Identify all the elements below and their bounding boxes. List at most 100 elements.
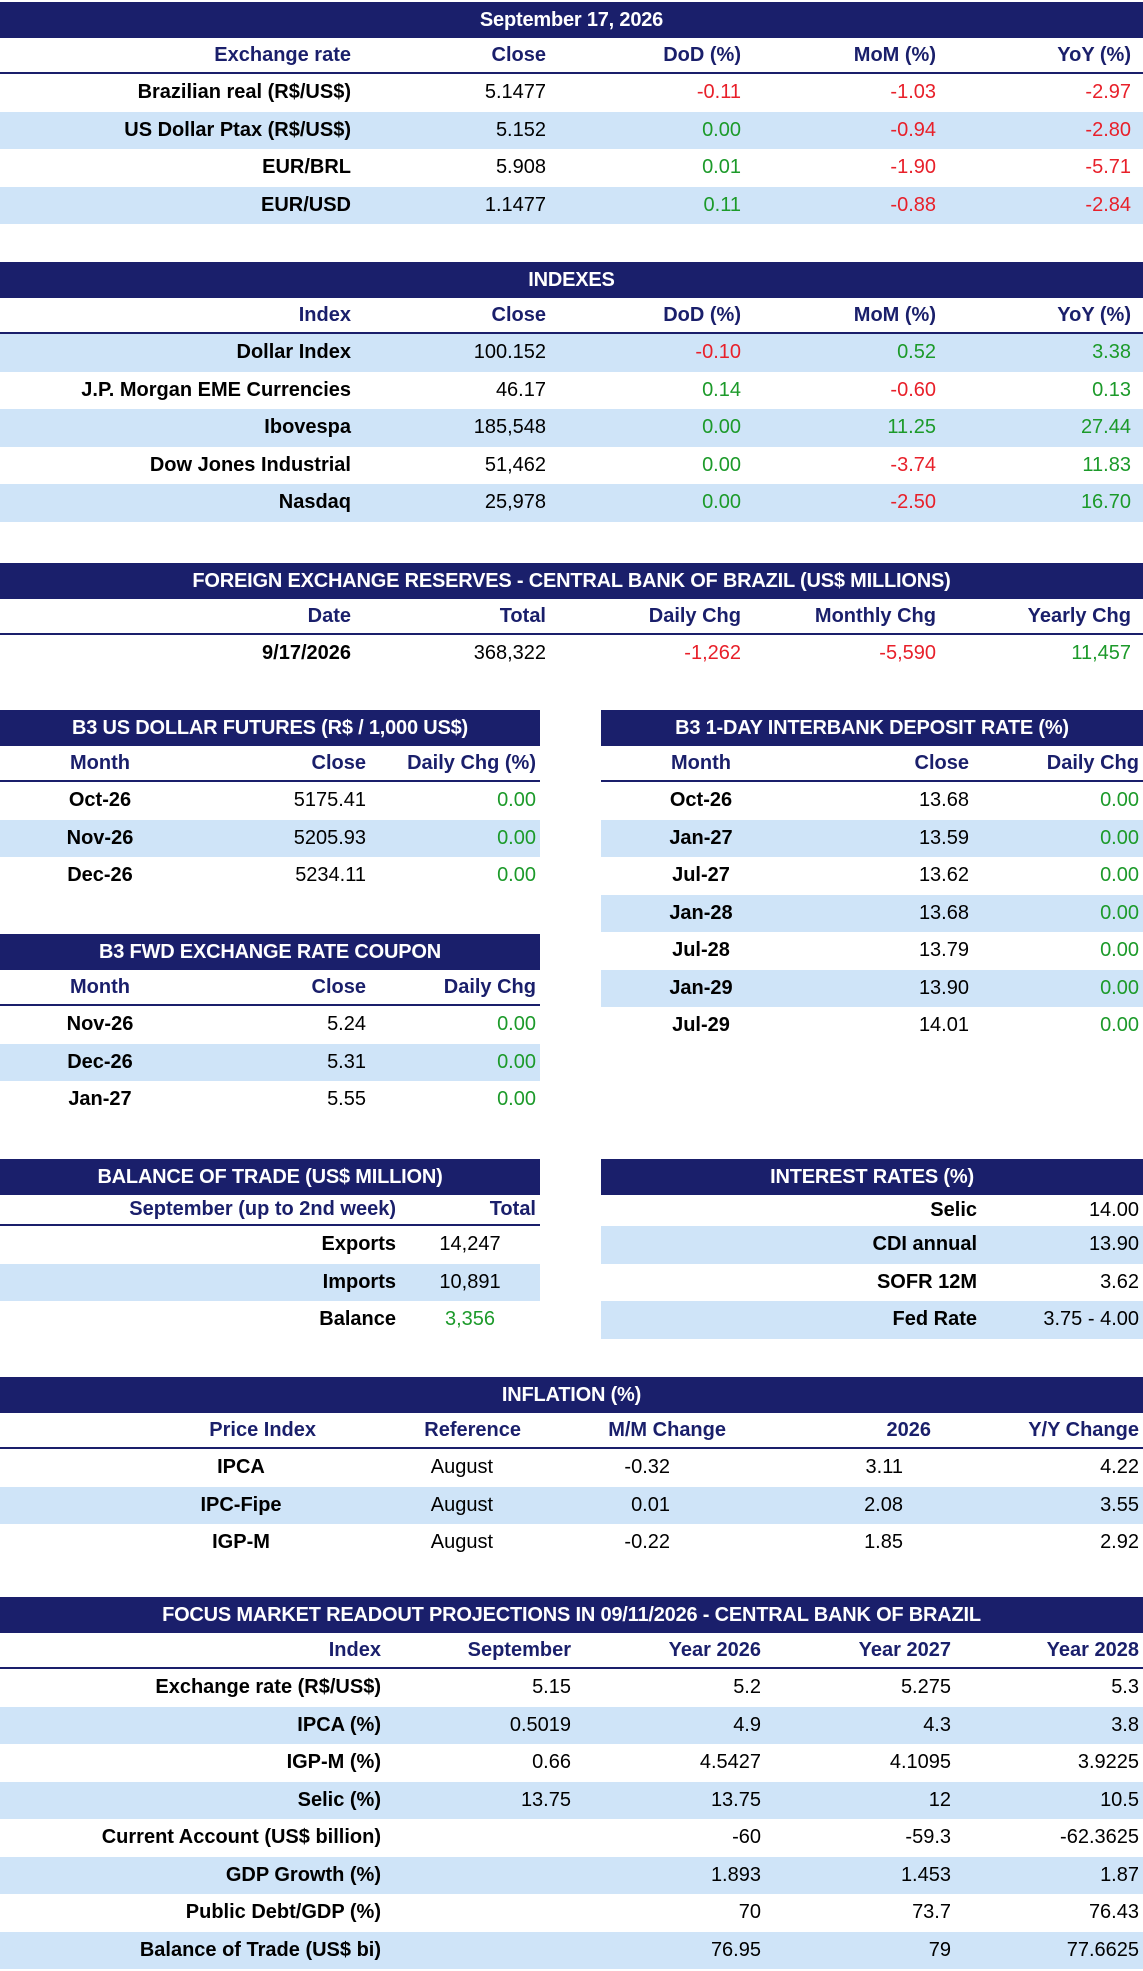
month-label: Oct-26 xyxy=(68,789,132,812)
col-total: Total xyxy=(499,604,546,627)
year-value: 3.11 xyxy=(865,1456,903,1479)
reserves-title: FOREIGN EXCHANGE RESERVES - CENTRAL BANK… xyxy=(0,563,1143,599)
total-value: 3,356 xyxy=(444,1308,496,1331)
col-close: Close xyxy=(311,975,366,998)
dod-value: -0.10 xyxy=(695,341,741,364)
row-label: Ibovespa xyxy=(264,416,351,439)
month-label: Jan-28 xyxy=(669,901,733,924)
col-yearly-chg: Yearly Chg xyxy=(1027,604,1131,627)
table-row: IPC-Fipe August 0.01 2.08 3.55 xyxy=(0,1486,1143,1524)
table-row: Selic (%) 13.75 13.75 12 10.5 xyxy=(0,1781,1143,1819)
col-date: Date xyxy=(307,604,351,627)
interbank-col-headers: Month Close Daily Chg xyxy=(601,746,1143,782)
year-2028-value: 1.87 xyxy=(1100,1863,1139,1886)
col-daily-chg: Daily Chg (%) xyxy=(407,751,536,774)
dod-value: 0.00 xyxy=(702,416,741,439)
mom-value: -0.88 xyxy=(890,193,936,216)
col-close: Close xyxy=(491,303,546,326)
mm-change-value: -0.22 xyxy=(624,1531,670,1554)
daily-chg-value: 0.00 xyxy=(1100,789,1139,812)
row-label: J.P. Morgan EME Currencies xyxy=(81,378,351,401)
month-label: Jul-28 xyxy=(672,939,730,962)
table-row: Nasdaq 25,978 0.00 -2.50 16.70 xyxy=(0,484,1143,522)
inflation-col-headers: Price Index Reference M/M Change 2026 Y/… xyxy=(0,1413,1143,1449)
table-row: 9/17/2026 368,322 -1,262 -5,590 11,457 xyxy=(0,635,1143,673)
daily-chg-value: 0.00 xyxy=(497,789,536,812)
yoy-value: 27.44 xyxy=(1080,416,1131,439)
table-row: EUR/BRL 5.908 0.01 -1.90 -5.71 xyxy=(0,149,1143,187)
year-2026-value: 70 xyxy=(738,1901,761,1924)
yoy-value: 0.13 xyxy=(1092,378,1131,401)
table-row: Jul-29 14.01 0.00 xyxy=(601,1007,1143,1045)
table-row: Dollar Index 100.152 -0.10 0.52 3.38 xyxy=(0,334,1143,372)
close-value: 51,462 xyxy=(484,453,546,476)
close-value: 5205.93 xyxy=(293,826,366,849)
year-2028-value: 76.43 xyxy=(1088,1901,1139,1924)
row-label: 9/17/2026 xyxy=(262,642,351,665)
mm-change-value: -0.32 xyxy=(624,1456,670,1479)
year-2027-value: 4.1095 xyxy=(889,1751,951,1774)
yoy-value: 3.38 xyxy=(1092,341,1131,364)
col-daily-chg: Daily Chg xyxy=(1046,751,1139,774)
yoy-value: 16.70 xyxy=(1080,491,1131,514)
col-dod: DoD (%) xyxy=(663,303,741,326)
col-month: Month xyxy=(671,751,731,774)
dod-value: 0.00 xyxy=(702,118,741,141)
year-2027-value: -59.3 xyxy=(905,1826,951,1849)
col-year-2026: Year 2026 xyxy=(668,1638,761,1661)
year-2028-value: -62.3625 xyxy=(1060,1826,1139,1849)
price-index-label: IPC-Fipe xyxy=(200,1493,282,1516)
table-row: Brazilian real (R$/US$) 5.1477 -0.11 -1.… xyxy=(0,74,1143,112)
indexes-title: INDEXES xyxy=(0,262,1143,298)
table-row: Dow Jones Industrial 51,462 0.00 -3.74 1… xyxy=(0,447,1143,485)
reference-value: August xyxy=(430,1493,493,1516)
rate-value: 14.00 xyxy=(1088,1199,1139,1221)
usd-futures-col-headers: Month Close Daily Chg (%) xyxy=(0,746,540,782)
month-label: Jan-29 xyxy=(669,976,733,999)
rates-title: INTEREST RATES (%) xyxy=(601,1159,1143,1195)
month-label: Jul-29 xyxy=(672,1014,730,1037)
col-september: September xyxy=(467,1638,571,1661)
table-row: US Dollar Ptax (R$/US$) 5.152 0.00 -0.94… xyxy=(0,111,1143,149)
mom-value: 0.52 xyxy=(897,341,936,364)
mom-value: -3.74 xyxy=(890,453,936,476)
exchange-date-header: September 17, 2026 xyxy=(0,2,1143,38)
table-row: IPCA August -0.32 3.11 4.22 xyxy=(0,1449,1143,1487)
table-row: IPCA (%) 0.5019 4.9 4.3 3.8 xyxy=(0,1706,1143,1744)
daily-chg-value: 0.00 xyxy=(1100,1014,1139,1037)
month-label: Dec-26 xyxy=(67,1050,133,1073)
month-label: Jul-27 xyxy=(672,864,730,887)
table-row: Fed Rate 3.75 - 4.00 xyxy=(601,1301,1143,1339)
row-label: Balance of Trade (US$ bi) xyxy=(139,1938,381,1961)
table-row: GDP Growth (%) 1.893 1.453 1.87 xyxy=(0,1856,1143,1894)
price-index-label: IPCA xyxy=(217,1456,265,1479)
year-2027-value: 73.7 xyxy=(912,1901,951,1924)
interbank-title: B3 1-DAY INTERBANK DEPOSIT RATE (%) xyxy=(601,710,1143,746)
table-row: Dec-26 5.31 0.00 xyxy=(0,1043,540,1081)
yoy-value: 11.83 xyxy=(1082,453,1131,476)
close-value: 1.1477 xyxy=(484,193,546,216)
mom-value: -0.60 xyxy=(890,378,936,401)
year-2028-value: 3.8 xyxy=(1111,1713,1139,1736)
table-row: Jan-29 13.90 0.00 xyxy=(601,969,1143,1007)
row-label: Imports xyxy=(322,1270,396,1293)
table-row: Nov-26 5.24 0.00 xyxy=(0,1006,540,1044)
col-close: Close xyxy=(311,751,366,774)
dod-value: 0.00 xyxy=(702,453,741,476)
rate-label: CDI annual xyxy=(872,1233,977,1256)
month-label: Oct-26 xyxy=(669,789,733,812)
close-value: 100.152 xyxy=(473,341,546,364)
row-label: Current Account (US$ billion) xyxy=(101,1826,381,1849)
table-row: Oct-26 13.68 0.00 xyxy=(601,782,1143,820)
dod-value: 0.11 xyxy=(703,193,741,216)
dod-value: 0.00 xyxy=(702,491,741,514)
col-mom: MoM (%) xyxy=(853,303,936,326)
price-index-label: IGP-M xyxy=(212,1531,270,1554)
mom-value: -0.94 xyxy=(890,118,936,141)
yoy-value: -5.71 xyxy=(1085,156,1131,179)
yoy-value: -2.84 xyxy=(1085,193,1131,216)
month-label: Nov-26 xyxy=(66,1013,134,1036)
rate-label: Fed Rate xyxy=(892,1308,977,1331)
close-value: 5.24 xyxy=(327,1013,366,1036)
table-row: Dec-26 5234.11 0.00 xyxy=(0,857,540,895)
